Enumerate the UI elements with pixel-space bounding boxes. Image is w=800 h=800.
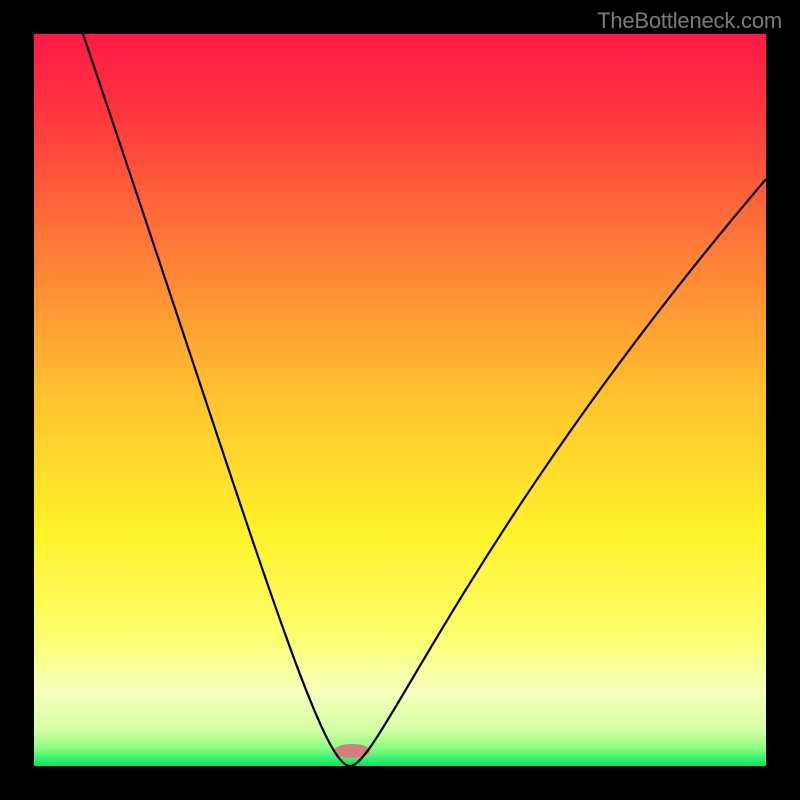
bottleneck-chart-svg <box>0 0 800 800</box>
plot-background <box>34 34 766 766</box>
chart-frame: TheBottleneck.com <box>0 0 800 800</box>
watermark-text: TheBottleneck.com <box>597 8 782 34</box>
